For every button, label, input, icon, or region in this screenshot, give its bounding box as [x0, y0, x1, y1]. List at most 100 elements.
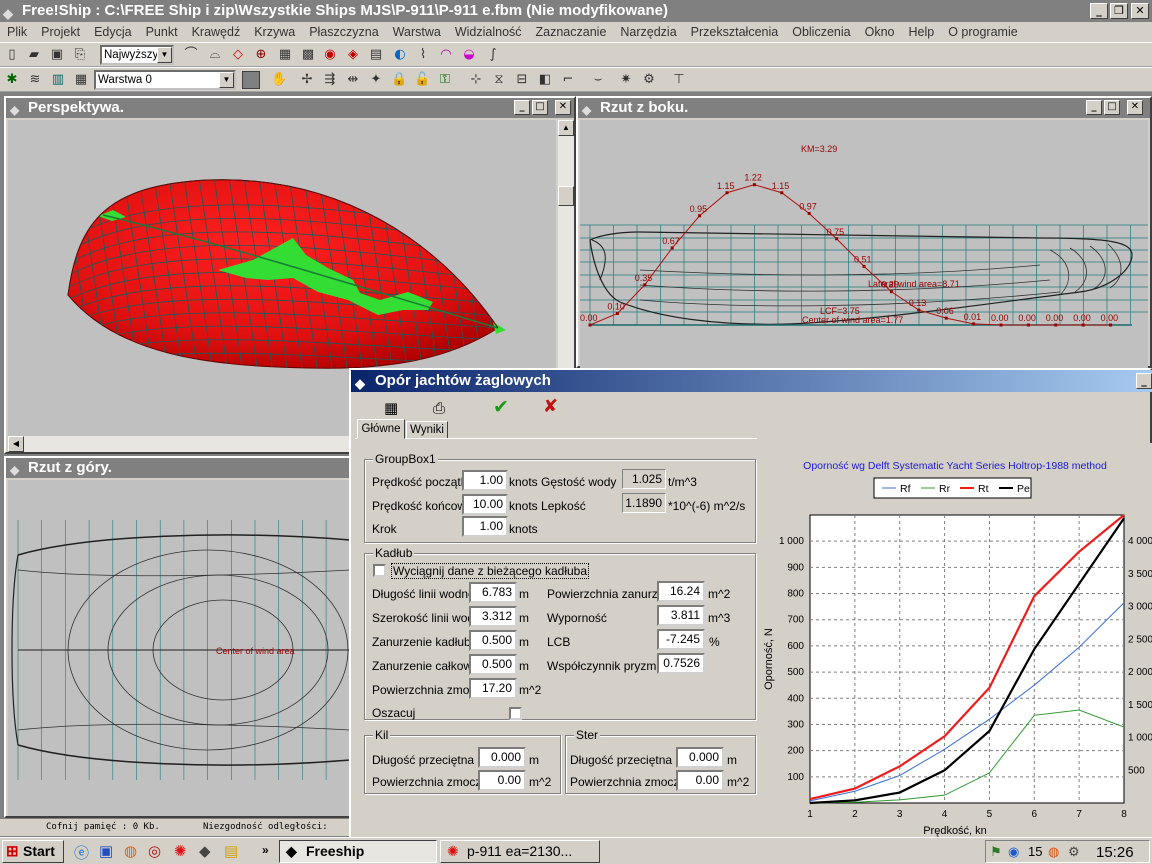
chevron-down-icon[interactable]: ▼ — [219, 72, 234, 88]
curve-draw-icon[interactable]: ⌣ — [593, 72, 603, 87]
surface-tool-icon[interactable]: ⌓ — [209, 47, 221, 62]
lock-green-icon[interactable]: ⚿ — [440, 72, 450, 87]
spline-icon[interactable]: ∫ — [489, 47, 497, 62]
freeship-quick-icon[interactable]: ◆ — [199, 843, 211, 860]
menu-item-5[interactable]: Krzywa — [254, 25, 296, 39]
menu-item-0[interactable]: Plik — [7, 25, 28, 39]
draft-hull-input[interactable]: 0.500 — [469, 630, 517, 651]
menu-item-13[interactable]: Okno — [864, 25, 895, 39]
lwl-input[interactable]: 6.783 — [469, 582, 517, 603]
lock-icon[interactable]: 🔒 — [391, 72, 408, 87]
speed-start-input[interactable]: 1.00 — [462, 470, 508, 491]
curvature-icon[interactable]: ⌇ — [419, 47, 427, 62]
unlock-icon[interactable]: 🔓 — [414, 72, 431, 87]
scroll-up-icon[interactable]: ▲ — [558, 120, 574, 136]
prismatic-input[interactable]: 0.7526 — [657, 653, 705, 674]
tray-settings-icon[interactable]: ⚙ — [1068, 844, 1080, 859]
lcb-input[interactable]: -7.245 — [657, 629, 705, 650]
menu-item-1[interactable]: Projekt — [41, 25, 81, 39]
menu-item-6[interactable]: Płaszczyzna — [309, 25, 379, 39]
print-icon[interactable]: ⎙ — [433, 399, 446, 417]
move-icon[interactable]: ✢ — [301, 72, 313, 87]
layer-select[interactable]: Warstwa 0 ▼ — [94, 70, 236, 90]
maximize-button[interactable]: □ — [532, 100, 548, 115]
curve-tool-icon[interactable]: ⌒ — [184, 47, 198, 62]
zebra-icon[interactable]: ▤ — [369, 47, 383, 62]
menu-item-8[interactable]: Widzialność — [454, 25, 522, 39]
calculator-icon[interactable]: ▦ — [384, 399, 399, 417]
menu-item-7[interactable]: Warstwa — [392, 25, 441, 39]
shade-alt-icon[interactable]: ◈ — [348, 47, 358, 62]
menu-item-12[interactable]: Obliczenia — [792, 25, 851, 39]
start-button[interactable]: ⊞ Start — [2, 840, 64, 863]
desktop-icon[interactable]: ▣ — [99, 843, 114, 860]
minimize-button[interactable]: _ — [1090, 3, 1108, 19]
menu-item-9[interactable]: Zaznaczanie — [535, 25, 607, 39]
edge-split-icon[interactable]: ⊟ — [516, 72, 528, 87]
new-file-icon[interactable]: ▯ — [8, 47, 16, 62]
minimize-button[interactable]: _ — [1086, 100, 1102, 115]
notes-icon[interactable]: ▤ — [224, 843, 239, 860]
scroll-thumb[interactable] — [558, 186, 574, 206]
intersect-icon[interactable]: ✷ — [620, 72, 632, 87]
top-viewport[interactable]: Center of wind area — [8, 480, 350, 816]
side-viewport[interactable]: 0.00 0.10 0.35 0.67 0.95 1.15 1.22 1.15 0.97 0.75… — [580, 120, 1148, 370]
layer-color-icon[interactable]: ▥ — [51, 72, 65, 87]
precision-select[interactable]: Najwyższy ▼ — [100, 45, 174, 65]
hand-icon[interactable]: ✋ — [271, 72, 288, 87]
layer-tool-icon[interactable]: ✱ — [6, 72, 18, 87]
ie-icon[interactable]: ⓔ — [74, 845, 90, 862]
open-folder-icon[interactable]: ▰ — [29, 47, 39, 62]
menu-item-2[interactable]: Edycja — [94, 25, 132, 39]
extract-hull-label[interactable]: Wyciągnij dane z bieżącego kadłuba — [391, 563, 590, 579]
tool-icon[interactable]: ⊤ — [673, 72, 685, 87]
maximize-button[interactable]: □ — [1104, 100, 1120, 115]
speed-end-input[interactable]: 10.00 — [462, 494, 508, 515]
opera-icon[interactable]: ◎ — [148, 843, 162, 860]
ok-check-icon[interactable]: ✔ — [493, 396, 509, 418]
shade-icon[interactable]: ◉ — [324, 47, 336, 62]
network-icon[interactable]: ⚑ — [990, 844, 1002, 859]
estimate-checkbox[interactable] — [509, 707, 522, 720]
star-app-icon[interactable]: ✺ — [174, 843, 187, 860]
close-button[interactable]: ✕ — [1127, 100, 1143, 115]
menu-item-15[interactable]: O programie — [948, 25, 1018, 39]
tab-glowne[interactable]: Główne — [357, 419, 405, 439]
extrude-icon[interactable]: ⇶ — [324, 72, 336, 87]
tray-app-icon[interactable]: ◉ — [1008, 844, 1020, 859]
keel-area-input[interactable]: 0.00 — [478, 770, 526, 791]
magnet-icon[interactable]: ◠ — [440, 47, 452, 62]
keel-chord-input[interactable]: 0.000 — [478, 747, 526, 768]
scroll-left-icon[interactable]: ◀ — [8, 436, 24, 452]
task-freeship[interactable]: ◆ Freeship — [279, 840, 437, 863]
layers-icon[interactable]: ≋ — [29, 72, 41, 87]
extract-hull-checkbox[interactable] — [373, 564, 386, 577]
menu-item-3[interactable]: Punkt — [145, 25, 178, 39]
layer-color-swatch[interactable] — [242, 71, 260, 89]
grid-icon[interactable]: ▦ — [278, 47, 292, 62]
minimize-button[interactable]: _ — [514, 100, 530, 115]
face-icon[interactable]: ◧ — [538, 72, 552, 87]
marker-tool-icon[interactable]: ◇ — [233, 47, 243, 62]
quicklaunch-chevron-icon[interactable]: » — [262, 843, 269, 857]
close-button[interactable]: ✕ — [555, 100, 571, 115]
globe-icon[interactable]: ⊕ — [255, 47, 267, 62]
cancel-x-icon[interactable]: ✘ — [543, 396, 559, 417]
crease-icon[interactable]: ⌐ — [562, 72, 574, 87]
scale-icon[interactable]: ⇹ — [347, 72, 359, 87]
menu-item-11[interactable]: Przekształcenia — [690, 25, 779, 39]
grid-fine-icon[interactable]: ▩ — [301, 47, 315, 62]
menu-item-14[interactable]: Help — [908, 25, 935, 39]
dialog-minimize-button[interactable]: _ — [1136, 373, 1152, 389]
point-icon[interactable]: ⊹ — [470, 72, 482, 87]
color-icon[interactable]: ◒ — [463, 47, 475, 62]
rudder-area-input[interactable]: 0.00 — [676, 770, 724, 791]
wetted-area-input[interactable]: 16.24 — [657, 581, 705, 602]
chevron-down-icon[interactable]: ▼ — [157, 47, 172, 63]
tray-update-icon[interactable]: ◍ — [1048, 844, 1060, 859]
step-input[interactable]: 1.00 — [462, 516, 508, 537]
layer-grid-icon[interactable]: ▦ — [74, 72, 88, 87]
split-icon[interactable]: ✦ — [370, 72, 382, 87]
menu-item-4[interactable]: Krawędź — [191, 25, 241, 39]
close-button[interactable]: ✕ — [1131, 3, 1149, 19]
